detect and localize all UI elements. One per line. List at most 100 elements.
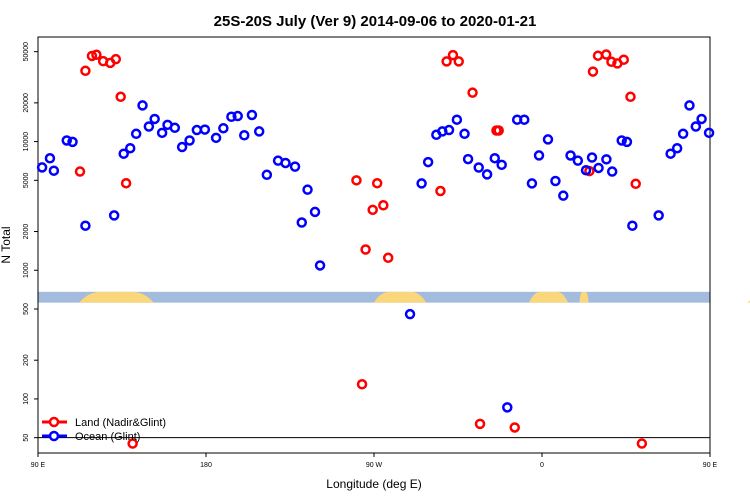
ocean-data-point: [156, 127, 168, 139]
ocean-data-point: [218, 122, 229, 134]
ocean-data-point: [253, 126, 265, 137]
land-data-point: [636, 438, 648, 449]
y-tick-label: 10000: [23, 132, 30, 152]
ocean-data-point: [239, 130, 250, 141]
ocean-data-point: [169, 122, 181, 134]
land-data-point: [120, 177, 132, 189]
land-data-point: [351, 175, 362, 186]
ocean-data-point: [226, 111, 237, 122]
x-tick-label: 0: [540, 462, 544, 469]
y-axis: 50 100 200 500 1000 2000 5000 10000 20000 50000: [23, 42, 38, 442]
ocean-data-point: [572, 155, 584, 166]
ocean-data-point: [130, 128, 142, 140]
x-tick-label: 90 E: [703, 462, 718, 469]
ocean-data-point: [526, 178, 538, 189]
y-tick-label: 50000: [23, 42, 30, 62]
ocean-data-point: [143, 121, 155, 132]
y-axis-label: N Total: [0, 226, 13, 263]
ocean-data-point: [289, 161, 301, 172]
ocean-data-point: [690, 121, 702, 132]
ocean-data-point: [416, 178, 427, 189]
land-data-point: [367, 204, 378, 216]
y-tick-label: 50: [23, 434, 30, 442]
ocean-data-point: [302, 184, 313, 195]
ocean-data-point: [451, 114, 463, 125]
ocean-data-point: [671, 142, 683, 154]
ocean-data-point: [580, 164, 592, 176]
land-data-point: [587, 66, 599, 77]
land-data-point: [86, 50, 98, 62]
x-tick-label: 180: [200, 462, 212, 469]
ocean-data-point: [593, 162, 604, 174]
land-data-point: [91, 49, 102, 61]
ocean-data-point: [684, 100, 695, 111]
ocean-data-point: [246, 109, 258, 121]
land-data-point: [441, 56, 452, 67]
ocean-data-point: [489, 152, 501, 164]
land-data-point: [453, 56, 464, 67]
ocean-data-point: [404, 308, 416, 320]
land-data-point: [509, 422, 520, 433]
x-axis-label: Longitude (deg E): [326, 477, 421, 491]
ocean-data-point: [703, 127, 715, 139]
land-data-point: [115, 91, 126, 103]
land-data-point: [435, 185, 446, 197]
ocean-data-point: [627, 220, 638, 231]
ocean-data-point: [210, 132, 222, 144]
ocean-data-point: [149, 113, 160, 125]
land-data-point: [493, 125, 504, 136]
land-data-point: [467, 87, 478, 98]
ocean-data-point: [108, 210, 120, 221]
map-land-mass: [747, 300, 750, 303]
ocean-data-point: [550, 175, 561, 187]
ocean-data-point: [601, 154, 612, 165]
ocean-data-point: [616, 135, 627, 146]
ocean-data-point: [124, 142, 136, 154]
ocean-data-point: [48, 165, 60, 176]
ocean-data-point: [542, 134, 554, 145]
ocean-data-point: [296, 217, 308, 228]
y-tick-label: 500: [23, 303, 30, 315]
ocean-data-point: [422, 156, 434, 168]
legend-ocean-marker: [48, 430, 60, 442]
ocean-data-point: [533, 150, 545, 161]
ocean-data-point: [606, 166, 618, 177]
ocean-data-point: [565, 150, 576, 161]
ocean-data-point: [199, 124, 211, 135]
x-tick-label: 90 E: [31, 462, 46, 469]
ocean-data-point: [481, 169, 493, 180]
ocean-data-point: [184, 135, 195, 146]
y-tick-label: 5000: [23, 172, 30, 188]
ocean-data-point: [61, 135, 72, 146]
ocean-data-point: [519, 114, 530, 125]
ocean-data-point: [462, 153, 474, 165]
y-tick-label: 200: [23, 354, 30, 366]
ocean-data-point: [677, 128, 689, 140]
ocean-data-point: [665, 148, 676, 159]
y-tick-label: 20000: [23, 93, 30, 113]
ocean-data-point: [621, 136, 633, 148]
ocean-data-point: [36, 162, 48, 173]
land-data-point: [371, 177, 383, 189]
map-land-mass: [579, 291, 589, 303]
ocean-data-point: [44, 153, 56, 164]
land-data-point: [356, 379, 368, 390]
background-map-strip: [38, 291, 750, 303]
ocean-data-point: [558, 190, 569, 201]
ocean-data-point: [118, 148, 129, 159]
land-data-point: [80, 65, 91, 77]
land-data-point: [618, 54, 630, 65]
y-tick-label: 2000: [23, 224, 30, 240]
land-data-point: [378, 200, 389, 211]
map-land-mass: [79, 291, 154, 303]
legend-land-marker: [48, 416, 60, 428]
land-data-point: [630, 178, 641, 190]
ocean-data-point: [696, 113, 707, 125]
map-land-mass: [374, 291, 427, 303]
ocean-data-point: [443, 124, 455, 136]
chart-title: 25S-20S July (Ver 9) 2014-09-06 to 2020-…: [214, 13, 537, 30]
ocean-data-point: [653, 210, 664, 221]
legend: Land (Nadir&Glint) Ocean (Glint): [42, 416, 166, 443]
land-data-point: [360, 244, 371, 255]
